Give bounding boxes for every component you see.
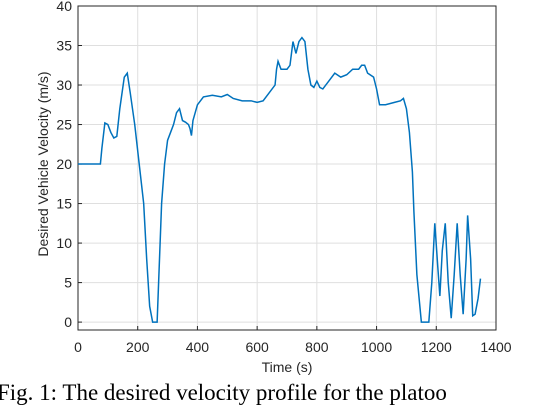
- y-tick-label: 0: [64, 314, 72, 330]
- y-tick-label: 30: [56, 77, 72, 93]
- data-line: [78, 36, 482, 323]
- x-tick-label: 1400: [480, 339, 511, 355]
- y-tick-label: 35: [56, 38, 72, 54]
- y-tick-label: 15: [56, 196, 72, 212]
- x-tick-label: 0: [74, 339, 82, 355]
- caption: Fig. 1: The desired velocity profile for…: [0, 380, 447, 405]
- y-tick-label: 20: [56, 156, 72, 172]
- y-tick-label: 5: [64, 275, 72, 291]
- x-axis-label: Time (s): [262, 359, 313, 375]
- x-tick-label: 1200: [421, 339, 452, 355]
- y-axis-label: Desired Vehicle Velocity (m/s): [35, 71, 51, 256]
- plot-frame: [77, 5, 497, 331]
- x-tick-label: 400: [186, 339, 210, 355]
- x-tick-label: 800: [305, 339, 329, 355]
- y-tick-label: 25: [56, 117, 72, 133]
- x-tick-label: 600: [245, 339, 269, 355]
- x-tick-label: 1000: [361, 339, 392, 355]
- y-tick-label: 10: [56, 235, 72, 251]
- y-tick-label: 40: [56, 0, 72, 14]
- x-tick-label: 200: [126, 339, 150, 355]
